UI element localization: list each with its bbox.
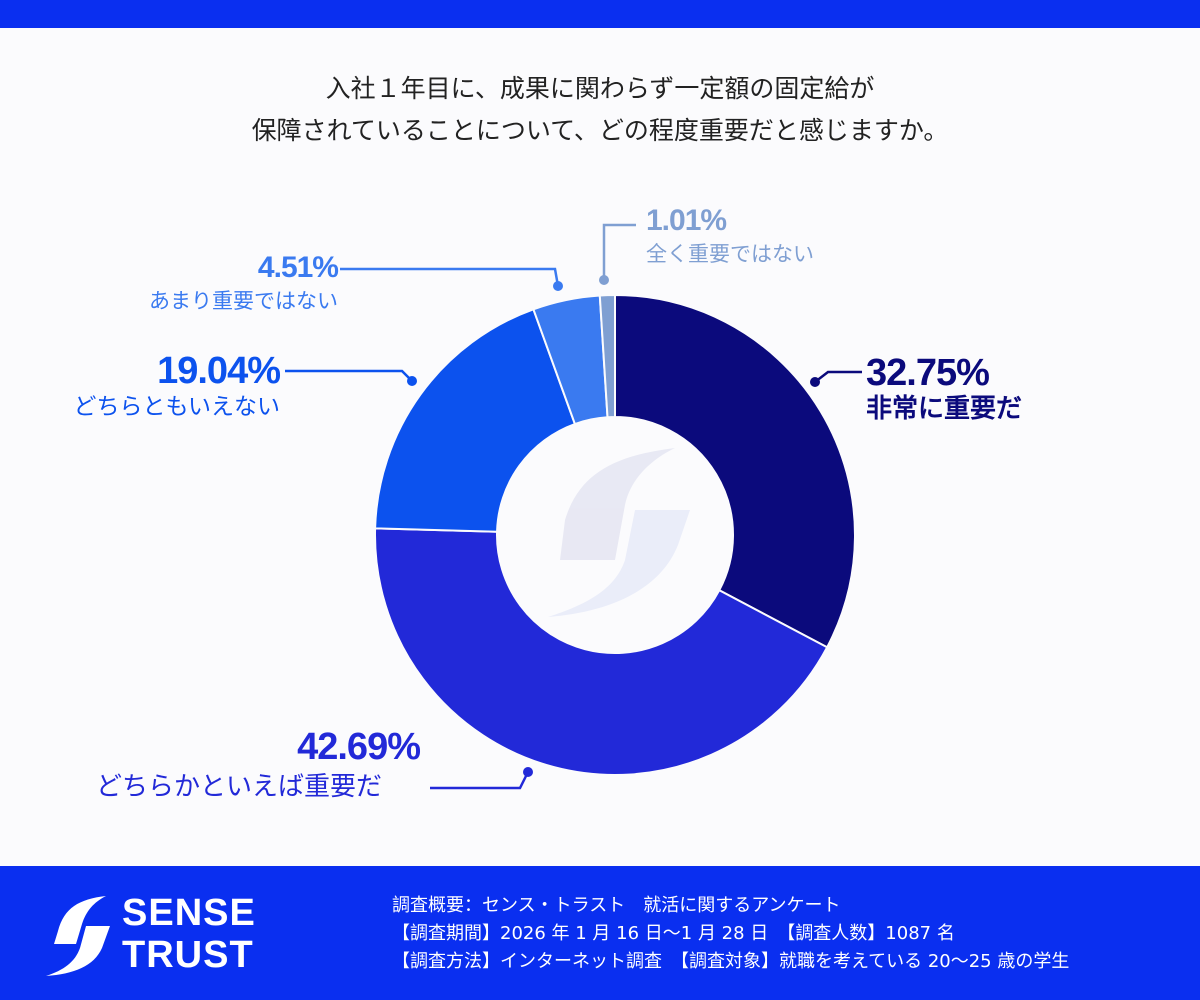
- leader-dot-2: [523, 767, 533, 777]
- sense-trust-logo-icon: [46, 896, 110, 976]
- leader-line-2: [430, 771, 530, 790]
- slice-label-2-category: どちらかといえば重要だ: [96, 772, 382, 802]
- data-label-percent: 19.04%: [157, 350, 281, 392]
- slice-label-4: 4.51% あまり重要ではない: [149, 250, 339, 316]
- data-label-category: どちらかといえば重要だ: [96, 772, 383, 802]
- donut-chart: [285, 223, 862, 790]
- survey-overview: 調査概要：センス・トラスト 就活に関するアンケート: [392, 895, 841, 916]
- data-label-percent: 42.69%: [297, 726, 421, 768]
- survey-period: 【調査期間】2026 年 1 月 16 日～1 月 28 日 【調査人数】108…: [392, 923, 955, 944]
- leader-line-4: [340, 267, 560, 287]
- chart-title: 入社１年目に、成果に関わらず一定額の固定給が 保障されていることについて、どの程…: [0, 68, 1200, 152]
- footer: SENSE TRUST 調査概要：センス・トラスト 就活に関するアンケート 【調…: [0, 866, 1200, 1000]
- leader-dot-3: [407, 376, 417, 386]
- data-label-category: あまり重要ではない: [149, 289, 338, 313]
- leader-dot-4: [553, 281, 563, 291]
- brand-line-2: TRUST: [122, 934, 254, 976]
- slice-label-1: 32.75% 非常に重要だ: [866, 352, 1022, 424]
- data-label-category: どちらともいえない: [73, 394, 280, 420]
- leader-dot-5: [599, 275, 609, 285]
- survey-info: 調査概要：センス・トラスト 就活に関するアンケート 【調査期間】2026 年 1…: [392, 892, 1069, 976]
- data-label-percent: 4.51%: [257, 251, 339, 284]
- data-label-category: 全く重要ではない: [646, 242, 814, 266]
- title-line-2: 保障されていることについて、どの程度重要だと感じますか。: [251, 116, 949, 145]
- leader-line-5: [602, 223, 636, 280]
- slice-label-3: 19.04% どちらともいえない: [73, 350, 281, 422]
- data-label-category: 非常に重要だ: [866, 394, 1023, 424]
- brand-line-1: SENSE: [122, 892, 256, 934]
- slice-label-5: 1.01% 全く重要ではない: [646, 203, 814, 269]
- data-label-percent: 1.01%: [646, 204, 727, 237]
- leader-line-1: [814, 370, 862, 383]
- data-label-percent: 32.75%: [866, 352, 990, 394]
- leader-line-3: [285, 369, 413, 382]
- top-bar: [0, 0, 1200, 28]
- brand-name: SENSE TRUST: [122, 892, 256, 976]
- title-line-1: 入社１年目に、成果に関わらず一定額の固定給が: [325, 74, 875, 103]
- leader-dot-1: [810, 377, 820, 387]
- center-logo-icon: [548, 448, 690, 617]
- survey-method: 【調査方法】インターネット調査 【調査対象】就職を考えている 20～25 歳の学…: [392, 951, 1070, 972]
- slice-label-2: 42.69%: [297, 726, 421, 768]
